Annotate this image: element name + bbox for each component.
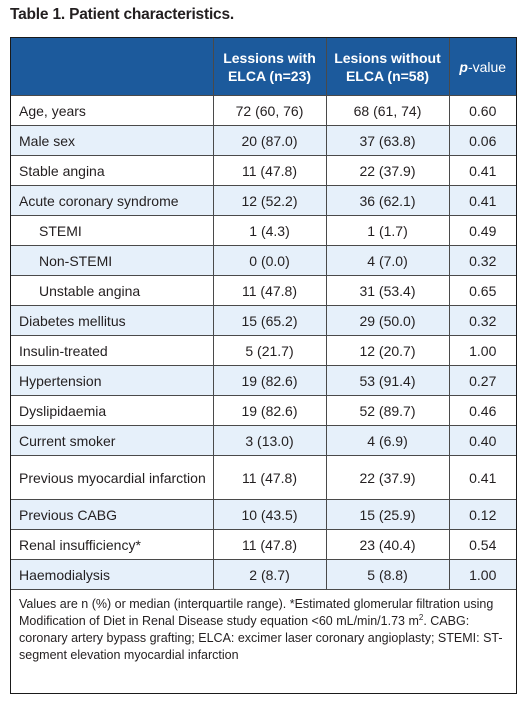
table-row: Hypertension 19 (82.6) 53 (91.4) 0.27 [11, 365, 516, 396]
row-label: Acute coronary syndrome [11, 185, 214, 216]
table-row: Dyslipidaemia 19 (82.6) 52 (89.7) 0.46 [11, 395, 516, 426]
table-row: Male sex 20 (87.0) 37 (63.8) 0.06 [11, 125, 516, 156]
header-with-elca: Lessions with ELCA (n=23) [212, 38, 327, 96]
p-value: 0.46 [448, 395, 516, 426]
row-label: Male sex [11, 125, 214, 156]
p-value: 0.49 [448, 215, 516, 246]
with-elca-value: 5 (21.7) [212, 335, 327, 366]
with-elca-value: 11 (47.8) [212, 275, 327, 306]
row-label: Previous CABG [11, 499, 214, 530]
table-row: Insulin-treated 5 (21.7) 12 (20.7) 1.00 [11, 335, 516, 366]
with-elca-value: 12 (52.2) [212, 185, 327, 216]
p-value: 0.65 [448, 275, 516, 306]
table-row: Non-STEMI 0 (0.0) 4 (7.0) 0.32 [11, 245, 516, 276]
p-value: 0.54 [448, 529, 516, 560]
header-row: Lessions with ELCA (n=23) Lesions withou… [11, 38, 516, 96]
without-elca-value: 4 (7.0) [325, 245, 450, 276]
p-value: 0.27 [448, 365, 516, 396]
p-value: 0.06 [448, 125, 516, 156]
table-title: Table 1. Patient characteristics. [10, 6, 234, 23]
without-elca-value: 22 (37.9) [325, 155, 450, 186]
table-body: Age, years 72 (60, 76) 68 (61, 74) 0.60 Male… [11, 95, 516, 590]
with-elca-value: 11 (47.8) [212, 155, 327, 186]
with-elca-value: 1 (4.3) [212, 215, 327, 246]
row-label: Insulin-treated [11, 335, 214, 366]
table-container: Lessions with ELCA (n=23) Lesions withou… [10, 37, 517, 694]
table-row: Previous CABG 10 (43.5) 15 (25.9) 0.12 [11, 499, 516, 530]
row-label: Unstable angina [11, 275, 214, 306]
header-p-italic: p [459, 58, 468, 75]
with-elca-value: 11 (47.8) [212, 529, 327, 560]
with-elca-value: 19 (82.6) [212, 365, 327, 396]
without-elca-value: 12 (20.7) [325, 335, 450, 366]
header-p-value: p-value [448, 38, 516, 96]
table-row: Age, years 72 (60, 76) 68 (61, 74) 0.60 [11, 95, 516, 126]
p-value: 0.41 [448, 455, 516, 500]
table-row: Renal insufficiency* 11 (47.8) 23 (40.4) 0.… [11, 529, 516, 560]
table-row: Previous myocardial infarction 11 (47.8) 2… [11, 455, 516, 500]
row-label: Age, years [11, 95, 214, 126]
without-elca-value: 15 (25.9) [325, 499, 450, 530]
with-elca-value: 0 (0.0) [212, 245, 327, 276]
table-footnote: Values are n (%) or median (interquartil… [11, 590, 516, 664]
without-elca-value: 37 (63.8) [325, 125, 450, 156]
header-without-elca-line1: Lesions without [334, 49, 441, 66]
without-elca-value: 1 (1.7) [325, 215, 450, 246]
header-with-elca-line2: ELCA (n=23) [227, 67, 312, 84]
p-value: 0.40 [448, 425, 516, 456]
p-value: 1.00 [448, 559, 516, 590]
without-elca-value: 68 (61, 74) [325, 95, 450, 126]
without-elca-value: 52 (89.7) [325, 395, 450, 426]
row-label: Hypertension [11, 365, 214, 396]
p-value: 0.41 [448, 155, 516, 186]
with-elca-value: 20 (87.0) [212, 125, 327, 156]
row-label: Non-STEMI [11, 245, 214, 276]
row-label: Current smoker [11, 425, 214, 456]
table-row: Current smoker 3 (13.0) 4 (6.9) 0.40 [11, 425, 516, 456]
without-elca-value: 36 (62.1) [325, 185, 450, 216]
without-elca-value: 31 (53.4) [325, 275, 450, 306]
footnote-text-main: Values are n (%) or median (interquartil… [19, 597, 494, 628]
header-label-cell [11, 38, 214, 96]
without-elca-value: 23 (40.4) [325, 529, 450, 560]
with-elca-value: 15 (65.2) [212, 305, 327, 336]
row-label: Stable angina [11, 155, 214, 186]
p-value: 0.41 [448, 185, 516, 216]
row-label: Haemodialysis [11, 559, 214, 590]
p-value: 0.60 [448, 95, 516, 126]
with-elca-value: 2 (8.7) [212, 559, 327, 590]
without-elca-value: 5 (8.8) [325, 559, 450, 590]
table-row: Acute coronary syndrome 12 (52.2) 36 (62.1… [11, 185, 516, 216]
header-without-elca-line2: ELCA (n=58) [345, 67, 430, 84]
row-label: Previous myocardial infarction [11, 455, 214, 500]
with-elca-value: 3 (13.0) [212, 425, 327, 456]
without-elca-value: 22 (37.9) [325, 455, 450, 500]
patient-characteristics-table: Lessions with ELCA (n=23) Lesions withou… [11, 38, 516, 590]
with-elca-value: 10 (43.5) [212, 499, 327, 530]
without-elca-value: 53 (91.4) [325, 365, 450, 396]
without-elca-value: 29 (50.0) [325, 305, 450, 336]
table-row: Unstable angina 11 (47.8) 31 (53.4) 0.65 [11, 275, 516, 306]
footnote-text-end: . CABG: coronary artery bypass grafting;… [19, 614, 503, 662]
row-label: Diabetes mellitus [11, 305, 214, 336]
with-elca-value: 11 (47.8) [212, 455, 327, 500]
row-label: STEMI [11, 215, 214, 246]
footnote-superscript: 2 [418, 612, 424, 622]
p-value: 0.32 [448, 245, 516, 276]
p-value: 0.32 [448, 305, 516, 336]
table-row: Haemodialysis 2 (8.7) 5 (8.8) 1.00 [11, 559, 516, 590]
without-elca-value: 4 (6.9) [325, 425, 450, 456]
header-without-elca: Lesions without ELCA (n=58) [325, 38, 450, 96]
header-p-rest: -value [467, 58, 507, 75]
table-row: Stable angina 11 (47.8) 22 (37.9) 0.41 [11, 155, 516, 186]
p-value: 0.12 [448, 499, 516, 530]
with-elca-value: 72 (60, 76) [212, 95, 327, 126]
header-with-elca-line1: Lessions with [223, 49, 316, 66]
with-elca-value: 19 (82.6) [212, 395, 327, 426]
row-label: Renal insufficiency* [11, 529, 214, 560]
table-row: STEMI 1 (4.3) 1 (1.7) 0.49 [11, 215, 516, 246]
row-label: Dyslipidaemia [11, 395, 214, 426]
p-value: 1.00 [448, 335, 516, 366]
table-row: Diabetes mellitus 15 (65.2) 29 (50.0) 0.32 [11, 305, 516, 336]
